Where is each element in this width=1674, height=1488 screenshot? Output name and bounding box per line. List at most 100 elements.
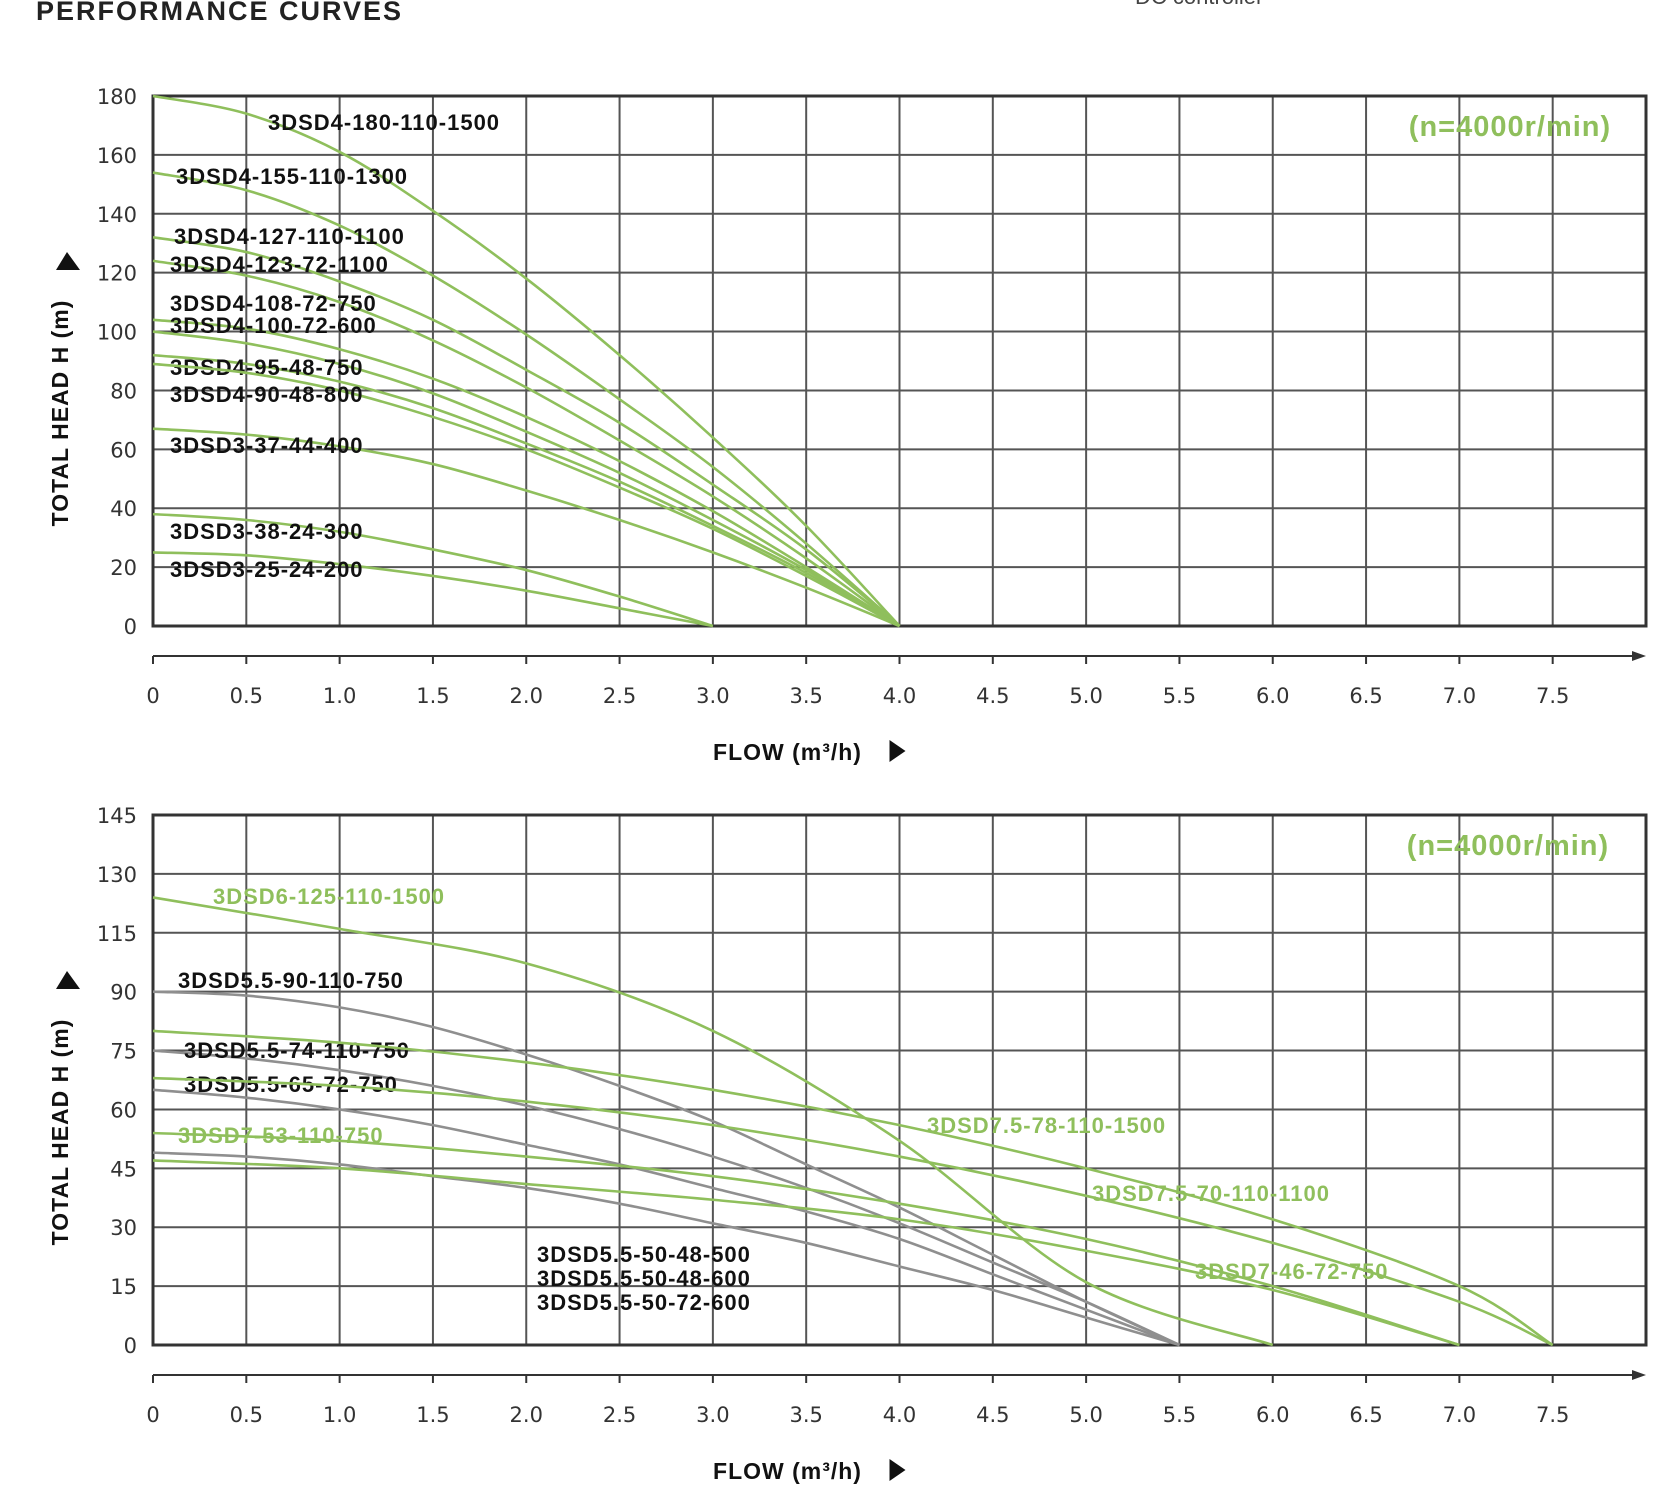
x-axis-arrow-icon bbox=[1632, 1370, 1646, 1380]
y-tick-label: 100 bbox=[97, 321, 137, 345]
plot-frame bbox=[151, 813, 1648, 1347]
x-tick-label: 0 bbox=[146, 1403, 159, 1427]
y-tick-label: 75 bbox=[110, 1040, 137, 1064]
y-tick-label: 60 bbox=[110, 438, 137, 462]
series-label: 3DSD4-123-72-1100 bbox=[170, 252, 389, 277]
series-line bbox=[152, 896, 1274, 1347]
x-tick-label: 4.5 bbox=[976, 684, 1009, 708]
series-label: 3DSD3-25-24-200 bbox=[170, 557, 364, 582]
series-line bbox=[152, 362, 901, 628]
x-axis-label: FLOW (m³/h) bbox=[713, 1458, 862, 1484]
x-tick-label: 2.5 bbox=[603, 684, 636, 708]
y-tick-label: 0 bbox=[124, 1334, 137, 1358]
y-tick-label: 30 bbox=[110, 1216, 137, 1240]
series-line bbox=[152, 512, 714, 628]
series-line bbox=[152, 259, 901, 628]
x-tick-label: 1.5 bbox=[416, 1403, 449, 1427]
series-line bbox=[152, 1088, 1180, 1347]
x-tick-label: 6.5 bbox=[1349, 1403, 1382, 1427]
series-line bbox=[152, 1131, 1460, 1347]
x-tick-label: 6.5 bbox=[1349, 684, 1382, 708]
x-tick-label: 2.5 bbox=[603, 1403, 636, 1427]
x-tick-label: 1.0 bbox=[323, 684, 356, 708]
x-tick-label: 0.5 bbox=[230, 1403, 263, 1427]
series-line bbox=[152, 1159, 1460, 1347]
series-line bbox=[152, 318, 901, 628]
series-label: 3DSD4-90-48-800 bbox=[170, 382, 364, 407]
y-tick-label: 180 bbox=[97, 85, 137, 109]
chart-1: 0 20 40 60 80 100 120 140 160 180 0 0.5 1.0 1.5 2.0 2.5… bbox=[47, 85, 1648, 765]
y-tick-label: 130 bbox=[97, 863, 137, 887]
series-line bbox=[152, 990, 1180, 1347]
x-axis-label: FLOW (m³/h) bbox=[713, 739, 862, 765]
x-tick-label: 5.5 bbox=[1163, 1403, 1196, 1427]
series-label: 3DSD3-38-24-300 bbox=[170, 519, 364, 544]
series-label: 3DSD4-100-72-600 bbox=[170, 313, 377, 338]
y-tick-label: 0 bbox=[124, 615, 137, 639]
series-label: 3DSD3-37-44-400 bbox=[170, 433, 364, 458]
x-tick-label: 7.0 bbox=[1443, 1403, 1476, 1427]
y-tick-label: 15 bbox=[110, 1275, 137, 1299]
series-label: 3DSD5.5-50-48-500 bbox=[537, 1242, 751, 1267]
series-label: 3DSD7-53-110-750 bbox=[178, 1123, 384, 1148]
y-tick-label: 145 bbox=[97, 804, 137, 828]
y-tick-label: 115 bbox=[97, 922, 137, 946]
series-label: 3DSD4-108-72-750 bbox=[170, 291, 377, 316]
x-tick-label: 5.0 bbox=[1069, 1403, 1102, 1427]
x-tick-label: 2.0 bbox=[510, 684, 543, 708]
y-tick-label: 60 bbox=[110, 1098, 137, 1122]
series-line bbox=[152, 330, 901, 628]
series-line bbox=[152, 1151, 1180, 1347]
series-line bbox=[152, 1049, 1180, 1347]
series-label: 3DSD5.5-50-72-600 bbox=[537, 1290, 751, 1315]
x-tick-label: 4.0 bbox=[883, 1403, 916, 1427]
y-axis-label-arrow-icon bbox=[56, 252, 80, 270]
x-tick-label: 6.0 bbox=[1256, 1403, 1289, 1427]
x-tick-label: 0.5 bbox=[230, 684, 263, 708]
series-line bbox=[152, 171, 901, 627]
series-line bbox=[152, 1029, 1554, 1347]
series-label: 3DSD7.5-78-110-1500 bbox=[927, 1113, 1166, 1138]
corner-note: DC controller bbox=[1135, 0, 1263, 10]
series-label: 3DSD5.5-74-110-750 bbox=[184, 1038, 410, 1063]
x-axis-arrow-icon bbox=[1632, 651, 1646, 661]
y-tick-label: 160 bbox=[97, 144, 137, 168]
series-label: 3DSD4-180-110-1500 bbox=[268, 110, 500, 135]
y-tick-label: 40 bbox=[110, 497, 137, 521]
page-title: PERFORMANCE CURVES bbox=[36, 0, 404, 26]
x-tick-label: 5.5 bbox=[1163, 684, 1196, 708]
x-axis-label-arrow-icon bbox=[889, 740, 906, 762]
y-axis-label: TOTAL HEAD H (m) bbox=[47, 300, 73, 527]
x-tick-label: 3.0 bbox=[696, 1403, 729, 1427]
x-tick-label: 6.0 bbox=[1256, 684, 1289, 708]
y-tick-label: 80 bbox=[110, 379, 137, 403]
x-tick-label: 3.0 bbox=[696, 684, 729, 708]
series-label: 3DSD7-46-72-750 bbox=[1195, 1259, 1389, 1284]
x-tick-label: 7.5 bbox=[1536, 684, 1569, 708]
x-axis-label-arrow-icon bbox=[889, 1459, 906, 1481]
series-line bbox=[152, 1076, 1554, 1347]
series-line bbox=[152, 94, 901, 627]
y-tick-label: 45 bbox=[110, 1157, 137, 1181]
y-axis-label-arrow-icon bbox=[56, 971, 80, 989]
x-tick-label: 1.5 bbox=[416, 684, 449, 708]
y-tick-label: 140 bbox=[97, 203, 137, 227]
x-tick-label: 5.0 bbox=[1069, 684, 1102, 708]
x-tick-label: 2.0 bbox=[510, 1403, 543, 1427]
x-tick-label: 4.0 bbox=[883, 684, 916, 708]
x-tick-label: 7.0 bbox=[1443, 684, 1476, 708]
x-tick-label: 7.5 bbox=[1536, 1403, 1569, 1427]
series-label: 3DSD4-155-110-1300 bbox=[176, 164, 408, 189]
y-tick-label: 90 bbox=[110, 981, 137, 1005]
x-tick-label: 4.5 bbox=[976, 1403, 1009, 1427]
y-axis-label: TOTAL HEAD H (m) bbox=[47, 1019, 73, 1246]
series-label: 3DSD5.5-50-48-600 bbox=[537, 1266, 751, 1291]
series-label: 3DSD4-127-110-1100 bbox=[174, 224, 405, 249]
speed-note: (n=4000r/min) bbox=[1409, 111, 1611, 143]
series-label: 3DSD7.5-70-110-1100 bbox=[1092, 1181, 1330, 1206]
series-label: 3DSD6-125-110-1500 bbox=[213, 884, 445, 909]
x-tick-label: 0 bbox=[146, 684, 159, 708]
x-tick-label: 1.0 bbox=[323, 1403, 356, 1427]
series-line bbox=[152, 353, 901, 628]
